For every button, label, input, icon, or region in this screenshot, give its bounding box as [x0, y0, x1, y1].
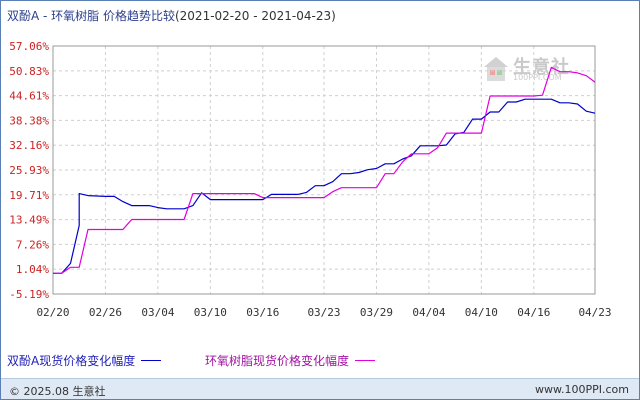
- chart-date-range: (2021-02-20 - 2021-04-23): [174, 9, 336, 23]
- y-tick-label: 1.04%: [16, 263, 49, 276]
- legend-label-epoxy: 环氧树脂现货价格变化幅度: [205, 354, 350, 368]
- site-url-link[interactable]: www.100PPI.com: [535, 383, 629, 396]
- footer-bar: © 2025.08 生意社 www.100PPI.com: [1, 378, 639, 399]
- legend-item-bpa: 双酚A现货价格变化幅度: [7, 352, 162, 369]
- x-tick-label: 03/04: [141, 306, 174, 319]
- x-tick-label: 04/23: [578, 306, 611, 319]
- plot-border: [52, 45, 596, 295]
- legend-item-epoxy: 环氧树脂现货价格变化幅度: [205, 352, 376, 369]
- x-tick-label: 03/29: [360, 306, 393, 319]
- y-tick-label: 38.38%: [9, 114, 49, 127]
- x-tick-label: 02/20: [36, 306, 69, 319]
- y-tick-label: 57.06%: [9, 40, 49, 53]
- y-tick-label: 32.16%: [9, 139, 49, 152]
- y-tick-label: -5.19%: [9, 288, 49, 301]
- legend-swatch-bpa: [141, 360, 162, 361]
- chart-title: 双酚A - 环氧树脂 价格趋势比较(2021-02-20 - 2021-04-2…: [7, 7, 336, 24]
- x-tick-label: 03/10: [194, 306, 227, 319]
- series-line-epoxy: [53, 66, 596, 274]
- x-tick-label: 04/16: [517, 306, 550, 319]
- copyright-text: © 2025.08 生意社: [9, 385, 106, 398]
- y-tick-label: 25.93%: [9, 164, 49, 177]
- chart-title-text: 双酚A - 环氧树脂 价格趋势比较: [7, 9, 175, 23]
- series-line-bpa: [53, 98, 596, 274]
- x-tick-label: 04/04: [412, 306, 445, 319]
- x-tick-label: 02/26: [89, 306, 122, 319]
- y-tick-label: 13.49%: [9, 214, 49, 227]
- plot-area: 57.06% 50.83% 44.61% 38.38% 32.16% 25.93% 19.7…: [9, 40, 611, 319]
- watermark-brand: 生意社: [513, 57, 570, 78]
- x-tick-label: 03/16: [246, 306, 279, 319]
- x-tick-label: 03/23: [307, 306, 340, 319]
- x-tick-label: 04/10: [465, 306, 498, 319]
- y-tick-label: 19.71%: [9, 189, 49, 202]
- legend-label-bpa: 双酚A现货价格变化幅度: [7, 354, 136, 368]
- legend-swatch-epoxy: [355, 360, 376, 361]
- y-tick-label: 44.61%: [9, 90, 49, 103]
- y-tick-label: 50.83%: [9, 65, 49, 78]
- watermark-logo: 生意社 100PPI.COM: [483, 53, 583, 85]
- y-tick-label: 7.26%: [16, 238, 49, 251]
- watermark-url: 100PPI.COM: [513, 73, 562, 82]
